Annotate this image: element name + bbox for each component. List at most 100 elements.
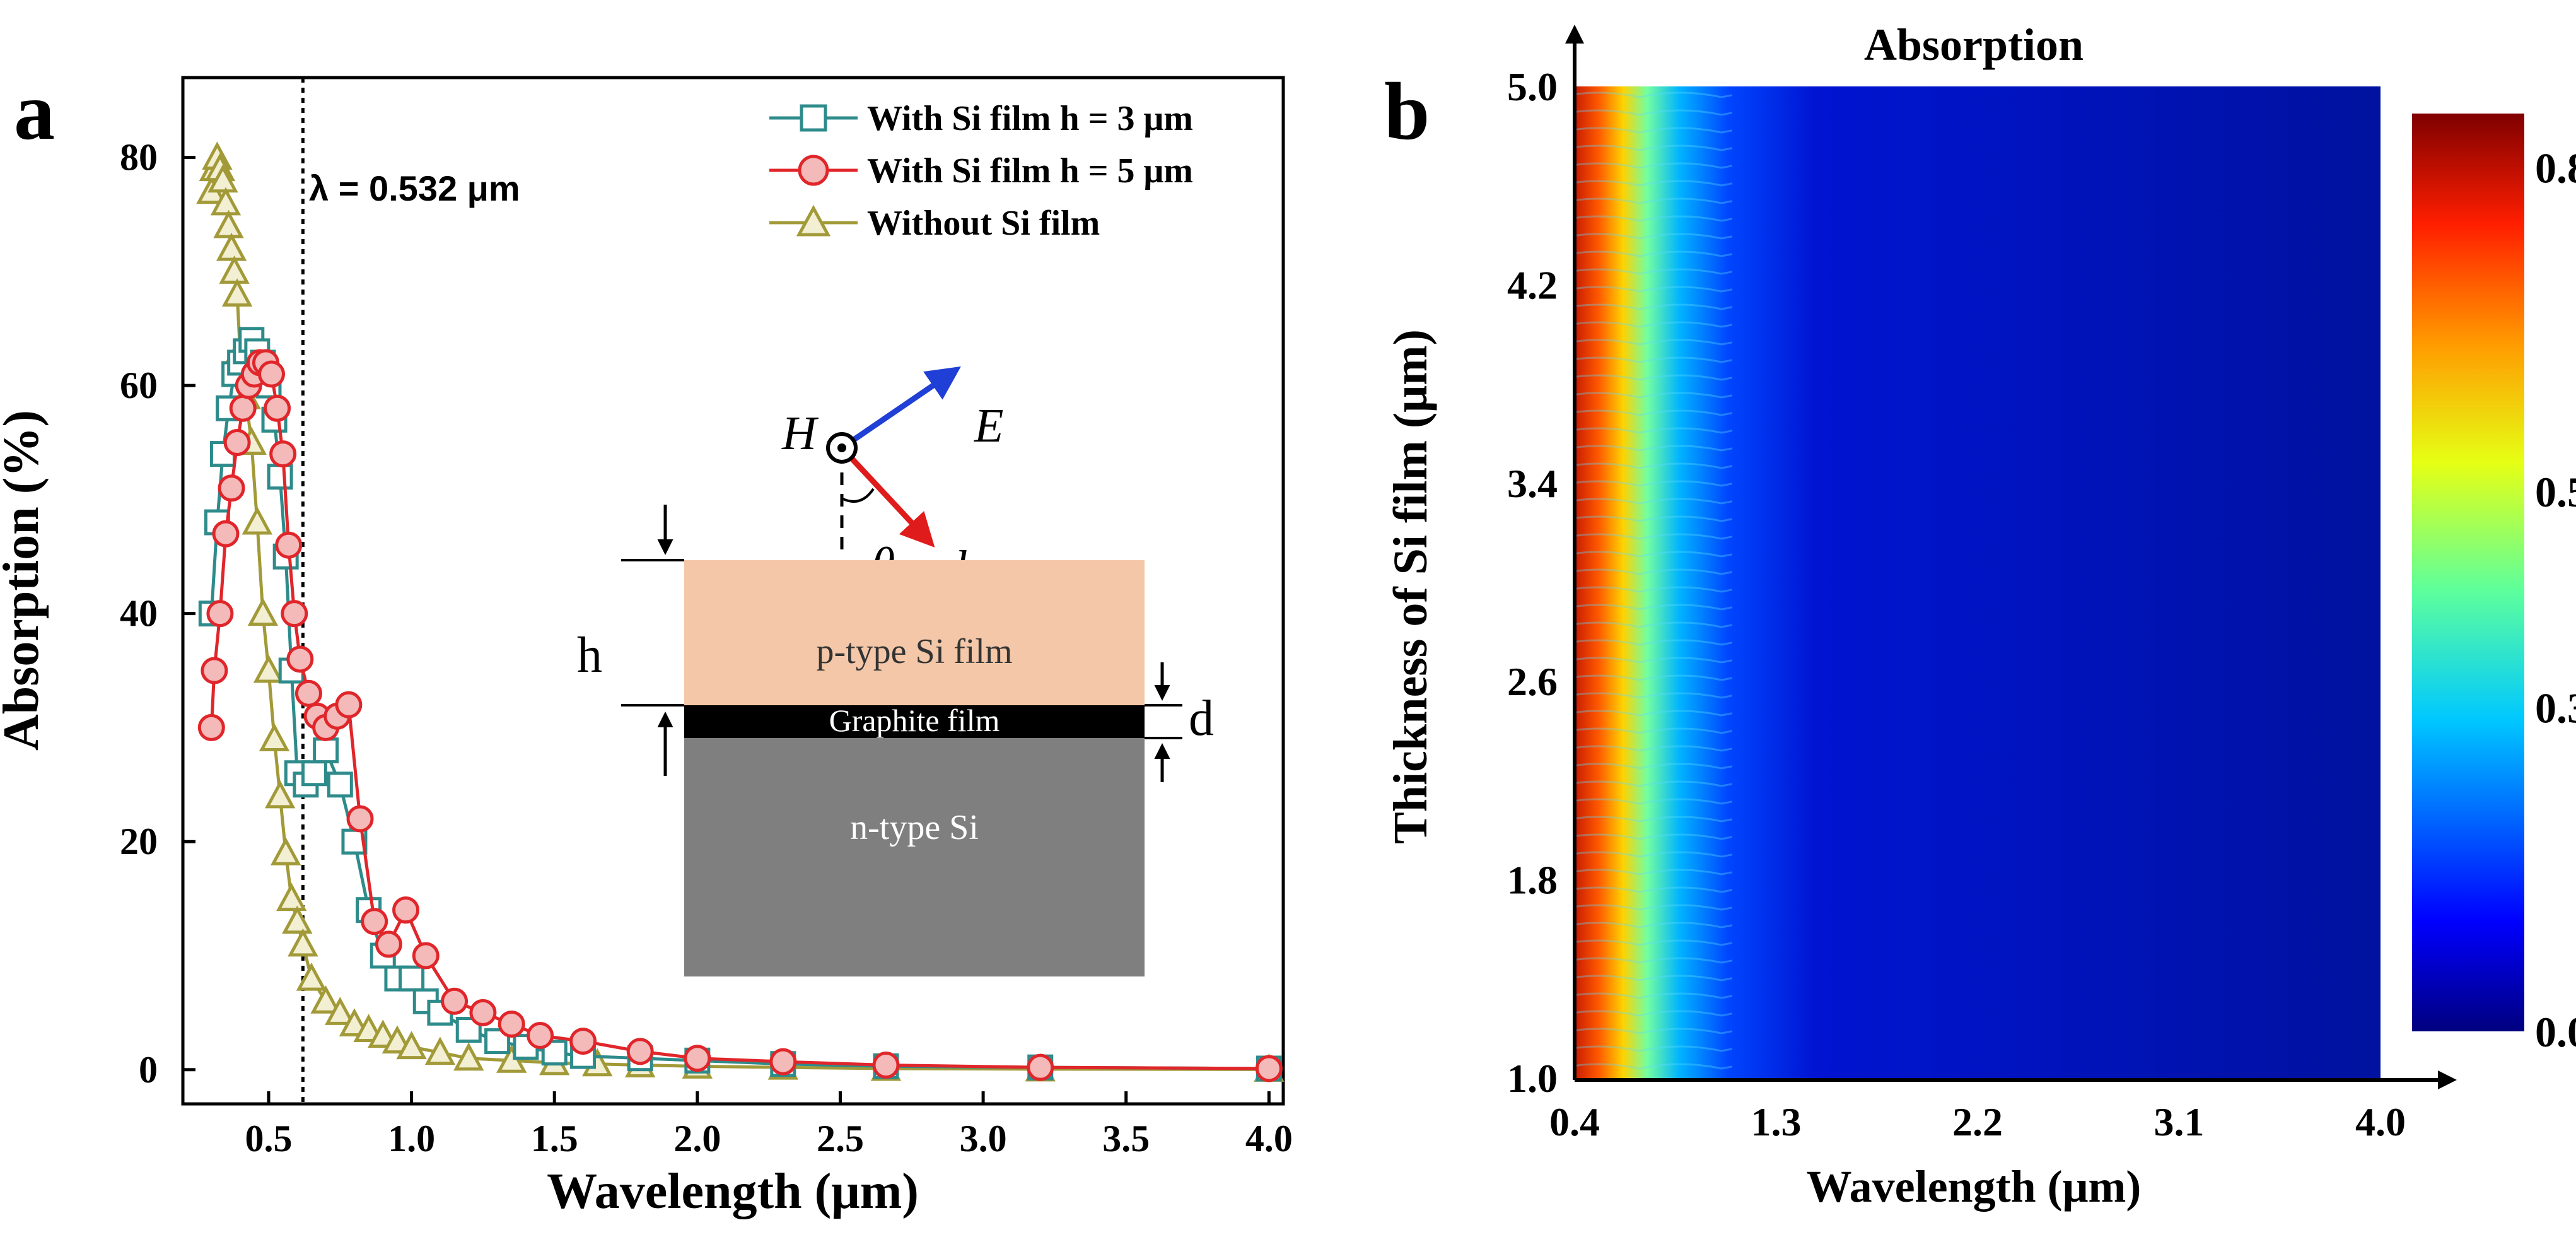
x-tick-label-a: 3.0: [960, 1118, 1007, 1159]
data-point-triangle: [259, 723, 290, 752]
x-tick-label-a: 2.0: [673, 1118, 721, 1159]
data-point-circle: [275, 531, 303, 559]
y-axis-label-b: Thickness of Si film (μm): [1384, 329, 1437, 844]
data-point-triangle: [253, 654, 284, 683]
y-tick-label-a: 40: [120, 593, 158, 635]
colorbar-ticks: 0.0 0.3 0.5 0.8: [2535, 144, 2576, 1056]
h-field-label: H: [781, 407, 819, 460]
legend-label-5um: With Si film h = 5 μm: [867, 151, 1193, 191]
data-point-circle: [569, 1028, 597, 1055]
y-tick-label-a: 0: [139, 1049, 158, 1091]
x-tick-label-b: 4.0: [2355, 1099, 2406, 1144]
layer-graphite-label: Graphite film: [829, 703, 1000, 738]
legend-entry-3um: With Si film h = 3 μm: [769, 99, 1193, 138]
x-tick-label-b: 1.3: [1751, 1099, 1802, 1144]
data-point-square: [399, 965, 425, 992]
data-point-triangle: [216, 232, 247, 261]
data-point-triangle: [213, 209, 244, 238]
data-point-circle: [286, 645, 314, 673]
h-field-dot: [837, 443, 846, 452]
data-point-triangle: [424, 1036, 456, 1065]
x-tick-label-a: 0.5: [245, 1118, 292, 1159]
axes-a-ticks: 0.5 1.0 1.5 2.0 2.5 3.0 3.5 4.0 0 20 40 60 80: [120, 137, 1293, 1159]
data-point-square: [327, 771, 353, 798]
data-point-circle: [223, 428, 251, 456]
panel-b: b Absorption 0.4 1.3 2.2 3.1 4.0 1.0 1.8 2.6 3.4…: [1384, 20, 2576, 1212]
data-point-circle: [212, 520, 240, 548]
data-point-circle: [527, 1022, 554, 1050]
y-tick-label-a: 60: [120, 365, 158, 406]
data-point-circle: [769, 1048, 797, 1076]
heatmap-title: Absorption: [1864, 20, 2084, 70]
panel-a: a 0.5 1.0 1.5 2.0 2.5 3.0 3.5 4.0 0 20 40 60 80 λ = …: [0, 66, 1293, 1219]
data-point-circle: [281, 600, 308, 628]
x-tick-label-a: 2.5: [817, 1118, 864, 1159]
d-dimension-label: d: [1189, 691, 1214, 746]
x-tick-label-a: 1.5: [531, 1118, 578, 1159]
data-point-circle: [375, 930, 402, 958]
legend-entry-5um: With Si film h = 5 μm: [769, 151, 1193, 191]
data-point-circle: [206, 600, 234, 628]
y-tick-label-a: 80: [120, 137, 158, 179]
y-tick-label-b: 1.8: [1507, 858, 1558, 903]
x-tick-label-a: 1.0: [388, 1118, 435, 1159]
data-point-circle: [1027, 1053, 1054, 1081]
data-point-circle: [872, 1052, 900, 1079]
data-point-circle: [258, 360, 286, 388]
data-point-circle: [361, 908, 388, 935]
data-point-triangle: [276, 882, 307, 912]
layer-p-type-si: [684, 560, 1145, 705]
data-point-triangle: [270, 837, 301, 865]
legend-entry-no-film: Without Si film: [769, 204, 1100, 243]
y-tick-label-a: 20: [120, 821, 158, 862]
colorbar-tick-label: 0.3: [2535, 684, 2576, 732]
data-point-circle: [412, 942, 440, 970]
legend-circle-icon: [798, 155, 829, 186]
data-point-circle: [218, 474, 245, 502]
colorbar-tick-label: 0.5: [2535, 468, 2576, 516]
data-point-square: [267, 464, 293, 490]
wavevector-arrow: [839, 445, 935, 548]
data-point-triangle: [310, 985, 341, 1014]
y-tick-label-b: 3.4: [1507, 461, 1558, 506]
y-tick-label-b: 1.0: [1507, 1056, 1558, 1101]
data-point-circle: [264, 394, 291, 422]
axes-b-ticks: 0.4 1.3 2.2 3.1 4.0 1.0 1.8 2.6 3.4 4.2 5.0: [1507, 64, 2406, 1144]
data-point-triangle: [325, 997, 356, 1025]
data-point-triangle: [288, 928, 318, 957]
legend: With Si film h = 3 μm With Si film h = 5…: [769, 99, 1193, 243]
y-axis-label-a: Absorption (%): [0, 410, 49, 751]
x-axis-label-a: Wavelength (μm): [547, 1164, 919, 1219]
data-point-triangle: [242, 506, 273, 535]
data-point-circle: [269, 440, 297, 468]
data-point-triangle: [396, 1031, 427, 1060]
heatmap-fringes: [1575, 86, 1732, 1078]
layer-n-type-label: n-type Si: [850, 808, 979, 847]
y-tick-label-b: 2.6: [1507, 659, 1558, 704]
h-dimension-label: h: [577, 628, 602, 683]
data-point-circle: [1255, 1055, 1283, 1082]
data-point-circle: [346, 805, 374, 833]
data-point-circle: [469, 999, 497, 1026]
data-point-circle: [197, 713, 225, 741]
legend-triangle-icon: [796, 204, 831, 237]
data-point-triangle: [210, 187, 242, 216]
data-point-circle: [626, 1038, 654, 1065]
legend-label-no-film: Without Si film: [867, 204, 1100, 243]
colorbar-tick-label: 0.0: [2535, 1008, 2576, 1056]
data-point-circle: [684, 1045, 711, 1072]
data-point-circle: [201, 657, 228, 684]
data-point-triangle: [221, 278, 253, 307]
data-point-circle: [441, 987, 469, 1015]
heatmap: [1575, 86, 2381, 1078]
legend-label-3um: With Si film h = 3 μm: [867, 99, 1193, 138]
x-tick-label-a: 4.0: [1245, 1118, 1293, 1159]
legend-square-icon: [800, 104, 827, 132]
series-group: [196, 141, 1285, 1082]
colorbar: [2412, 114, 2524, 1031]
layer-p-type-label: p-type Si film: [816, 632, 1012, 671]
axes-a-frame: [181, 76, 1285, 1106]
e-field-arrow: [840, 366, 961, 450]
x-axis-label-b: Wavelength (μm): [1807, 1161, 2142, 1212]
